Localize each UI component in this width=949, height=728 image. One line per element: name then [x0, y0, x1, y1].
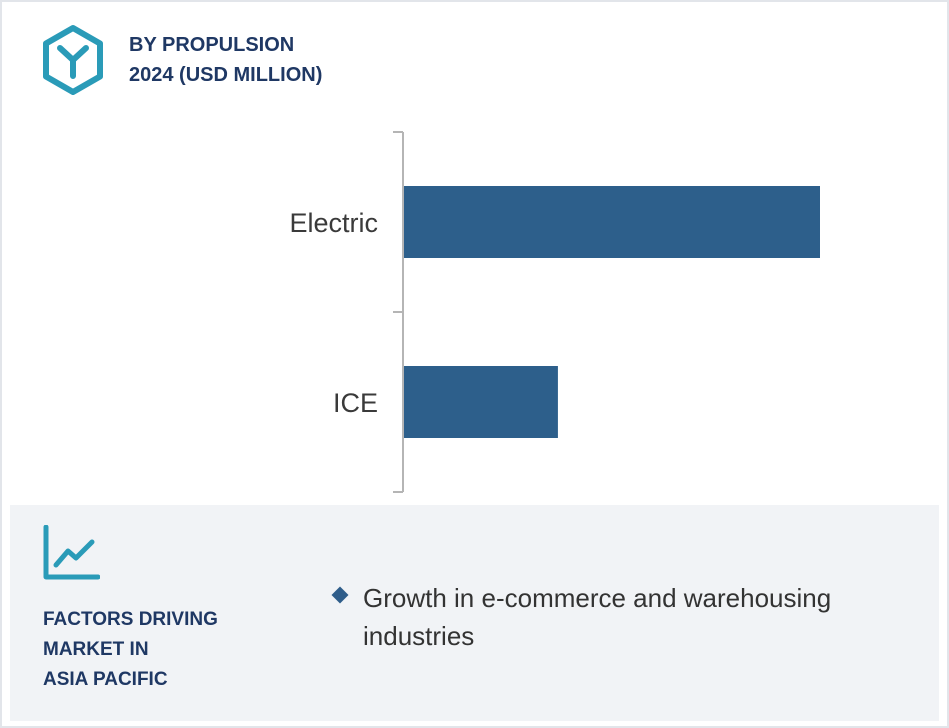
factors-title-line: ASIA PACIFIC	[43, 669, 168, 690]
factors-title: FACTORS DRIVING MARKET IN ASIA PACIFIC	[43, 605, 218, 695]
title-line-2: 2024 (USD MILLION)	[129, 64, 323, 86]
category-label: ICE	[333, 388, 378, 418]
diamond-bullet-icon	[331, 586, 349, 604]
factors-panel: FACTORS DRIVING MARKET IN ASIA PACIFIC G…	[10, 505, 939, 721]
hexagon-y-logo-icon	[43, 25, 103, 95]
bar-chart: Electric ICE	[289, 131, 820, 493]
line-chart-icon	[43, 525, 100, 580]
title-line-1: BY PROPULSION	[129, 34, 295, 56]
category-label: Electric	[289, 208, 378, 238]
factors-title-line: FACTORS DRIVING	[43, 609, 218, 630]
bar-ice	[404, 366, 558, 438]
bar-electric	[404, 186, 820, 258]
factors-title-line: MARKET IN	[43, 639, 149, 660]
factor-text: Growth in e-commerce and warehousing ind…	[363, 583, 832, 651]
chart-title: BY PROPULSION 2024 (USD MILLION)	[129, 30, 322, 90]
factor-list-item: Growth in e-commerce and warehousing ind…	[331, 579, 832, 655]
